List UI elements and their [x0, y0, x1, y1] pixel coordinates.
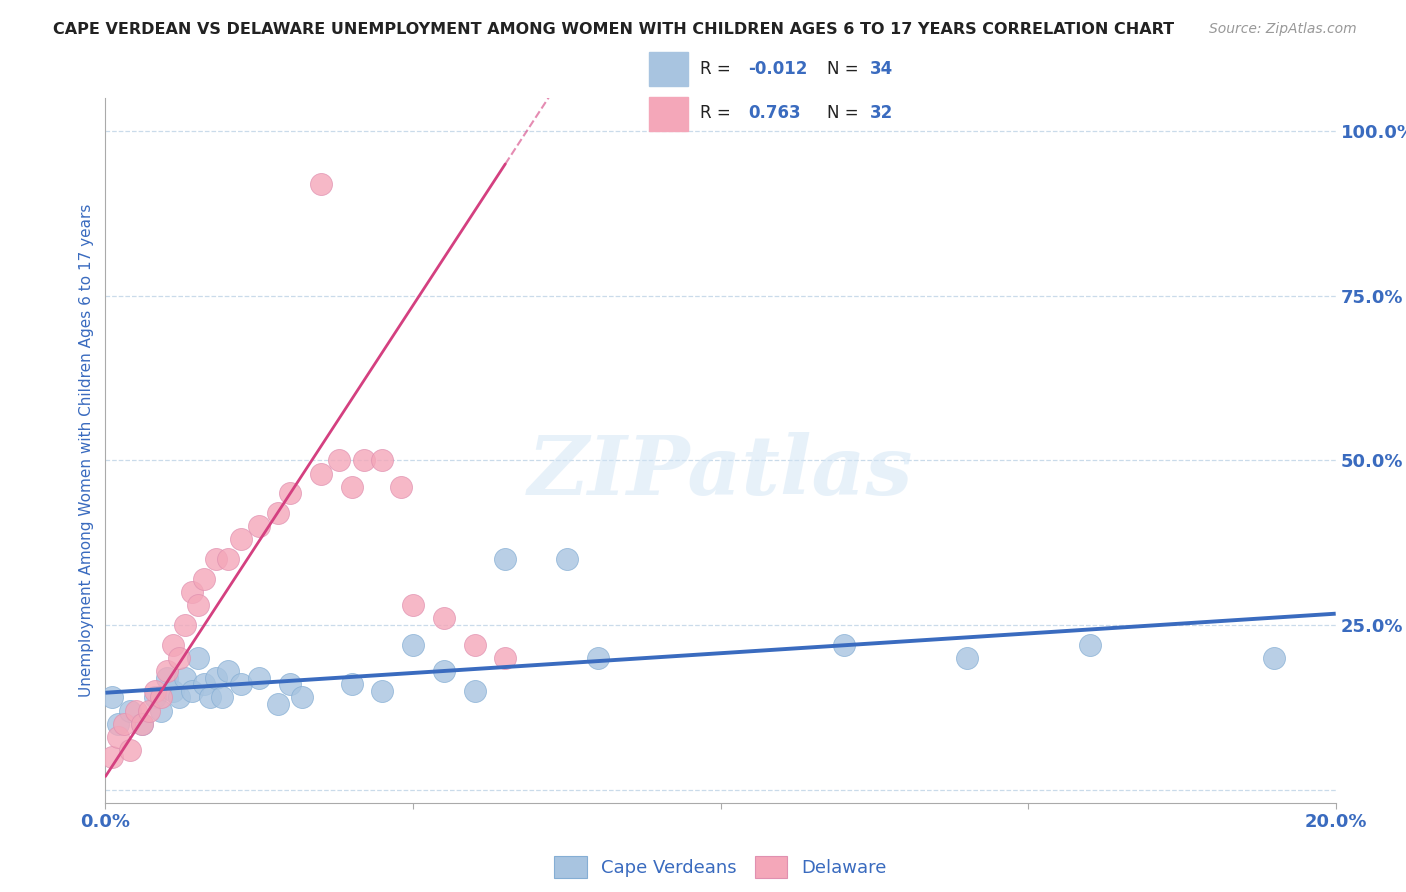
- Point: [149, 704, 172, 718]
- Point: [389, 480, 412, 494]
- Point: [156, 664, 179, 678]
- Text: Source: ZipAtlas.com: Source: ZipAtlas.com: [1209, 22, 1357, 37]
- Point: [100, 690, 122, 705]
- Y-axis label: Unemployment Among Women with Children Ages 6 to 17 years: Unemployment Among Women with Children A…: [79, 203, 94, 698]
- Point: [193, 677, 215, 691]
- Point: [120, 743, 141, 757]
- Point: [187, 599, 209, 613]
- Point: [218, 552, 240, 566]
- Point: [112, 716, 135, 731]
- Text: CAPE VERDEAN VS DELAWARE UNEMPLOYMENT AMONG WOMEN WITH CHILDREN AGES 6 TO 17 YEA: CAPE VERDEAN VS DELAWARE UNEMPLOYMENT AM…: [53, 22, 1174, 37]
- Point: [371, 683, 394, 698]
- Point: [278, 677, 301, 691]
- Point: [247, 519, 270, 533]
- Point: [174, 671, 197, 685]
- Point: [198, 690, 221, 705]
- Point: [402, 638, 425, 652]
- Point: [278, 486, 301, 500]
- Point: [143, 690, 166, 705]
- Point: [371, 453, 394, 467]
- Point: [100, 749, 122, 764]
- Point: [494, 552, 516, 566]
- Point: [433, 664, 456, 678]
- Text: 34: 34: [869, 60, 893, 78]
- Point: [174, 618, 197, 632]
- Bar: [648, 52, 688, 86]
- Point: [832, 638, 855, 652]
- Point: [193, 572, 215, 586]
- Point: [169, 651, 191, 665]
- Point: [143, 683, 166, 698]
- Text: 0.763: 0.763: [748, 104, 801, 122]
- Point: [180, 683, 202, 698]
- Point: [247, 671, 270, 685]
- Point: [464, 638, 486, 652]
- Text: R =: R =: [700, 60, 737, 78]
- Point: [205, 552, 228, 566]
- Text: ZIPatlas: ZIPatlas: [527, 432, 914, 512]
- Point: [131, 716, 153, 731]
- Point: [162, 683, 184, 698]
- Point: [555, 552, 578, 566]
- Legend: Cape Verdeans, Delaware: Cape Verdeans, Delaware: [547, 849, 894, 886]
- Point: [956, 651, 979, 665]
- Point: [340, 480, 363, 494]
- Point: [433, 611, 456, 625]
- Point: [131, 716, 153, 731]
- Text: R =: R =: [700, 104, 737, 122]
- Point: [156, 671, 179, 685]
- Text: N =: N =: [827, 60, 865, 78]
- Point: [1078, 638, 1101, 652]
- Point: [162, 638, 184, 652]
- Point: [211, 690, 233, 705]
- Point: [494, 651, 516, 665]
- Text: -0.012: -0.012: [748, 60, 808, 78]
- Point: [291, 690, 314, 705]
- Point: [180, 585, 202, 599]
- Point: [187, 651, 209, 665]
- Point: [353, 453, 375, 467]
- Point: [229, 677, 252, 691]
- Point: [464, 683, 486, 698]
- Point: [169, 690, 191, 705]
- Point: [340, 677, 363, 691]
- Text: N =: N =: [827, 104, 865, 122]
- Bar: [648, 97, 688, 131]
- Point: [309, 467, 332, 481]
- Point: [402, 599, 425, 613]
- Point: [309, 177, 332, 191]
- Text: 32: 32: [869, 104, 893, 122]
- Point: [229, 533, 252, 547]
- Point: [586, 651, 609, 665]
- Point: [205, 671, 228, 685]
- Point: [328, 453, 350, 467]
- Point: [267, 506, 290, 520]
- Point: [218, 664, 240, 678]
- Point: [120, 704, 141, 718]
- Point: [107, 716, 129, 731]
- Point: [138, 704, 160, 718]
- Point: [125, 704, 148, 718]
- Point: [1263, 651, 1285, 665]
- Point: [267, 697, 290, 711]
- Point: [149, 690, 172, 705]
- Point: [107, 730, 129, 744]
